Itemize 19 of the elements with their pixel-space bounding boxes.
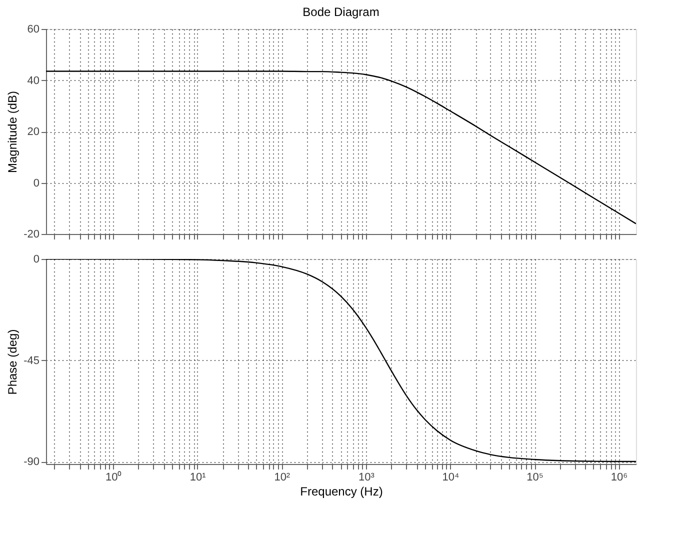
x-tick-label: 10² bbox=[274, 472, 290, 484]
x-tick-label: 10⁴ bbox=[442, 472, 460, 484]
y-tick-label: -90 bbox=[24, 456, 40, 468]
y-tick-label: 20 bbox=[27, 126, 40, 138]
x-tick-label: 10¹ bbox=[190, 472, 206, 484]
y-tick-label: 40 bbox=[27, 74, 40, 87]
x-axis-title: Frequency (Hz) bbox=[300, 484, 383, 498]
y-tick-label: 0 bbox=[33, 254, 40, 266]
y-axis-title: Phase (deg) bbox=[6, 329, 20, 395]
x-tick-label: 10⁵ bbox=[526, 472, 544, 484]
x-tick-label: 10⁰ bbox=[105, 470, 122, 484]
x-tick-label: 10³ bbox=[358, 472, 375, 484]
y-tick-label: -45 bbox=[24, 354, 40, 367]
y-tick-label: 0 bbox=[33, 177, 40, 190]
y-tick-label: -20 bbox=[24, 228, 40, 240]
y-tick-label: 60 bbox=[27, 24, 40, 36]
y-axis-title: Magnitude (dB) bbox=[6, 90, 20, 174]
x-tick-label: 10⁶ bbox=[610, 472, 628, 484]
chart-title: Bode Diagram bbox=[302, 5, 380, 19]
